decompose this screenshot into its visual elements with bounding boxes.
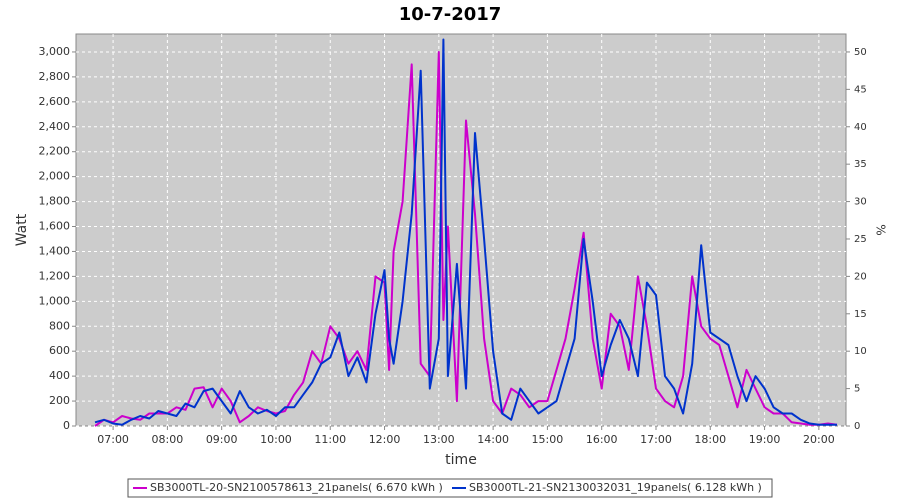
x-tick-label: 11:00 xyxy=(314,433,346,446)
y2-tick-label: 10 xyxy=(854,346,867,357)
x-tick-label: 09:00 xyxy=(206,433,238,446)
y2-tick-label: 35 xyxy=(854,159,867,170)
y2-tick-label: 20 xyxy=(854,271,867,282)
legend-label: SB3000TL-21-SN2130032031_19panels( 6.128… xyxy=(469,481,762,494)
y-tick-label: 600 xyxy=(49,344,70,357)
y2-tick-label: 0 xyxy=(854,421,860,432)
x-tick-label: 20:00 xyxy=(803,433,835,446)
x-tick-label: 13:00 xyxy=(423,433,455,446)
y-tick-label: 2,000 xyxy=(39,170,71,183)
plot-area xyxy=(75,33,847,427)
y-tick-label: 200 xyxy=(49,394,70,407)
x-tick-label: 18:00 xyxy=(694,433,726,446)
y-tick-label: 1,400 xyxy=(39,244,71,257)
x-tick-label: 17:00 xyxy=(640,433,672,446)
x-tick-label: 12:00 xyxy=(369,433,401,446)
y-tick-label: 1,600 xyxy=(39,220,71,233)
y-tick-label: 400 xyxy=(49,369,70,382)
y-tick-label: 3,000 xyxy=(39,45,71,58)
y-tick-label: 2,800 xyxy=(39,70,71,83)
y2-tick-label: 15 xyxy=(854,309,867,320)
y-tick-label: 2,600 xyxy=(39,95,71,108)
y-tick-label: 1,200 xyxy=(39,269,71,282)
y-tick-label: 2,200 xyxy=(39,145,71,158)
y-tick-label: 800 xyxy=(49,319,70,332)
x-tick-label: 15:00 xyxy=(532,433,564,446)
x-tick-label: 07:00 xyxy=(97,433,129,446)
legend xyxy=(127,478,773,498)
y-tick-label: 2,400 xyxy=(39,120,71,133)
x-tick-label: 14:00 xyxy=(477,433,509,446)
y-axis-label: Watt xyxy=(14,213,30,246)
y2-tick-label: 50 xyxy=(854,47,867,58)
y2-tick-label: 40 xyxy=(854,122,867,133)
y-tick-label: 0 xyxy=(63,419,70,432)
y2-tick-label: 5 xyxy=(854,384,860,395)
legend-label: SB3000TL-20-SN2100578613_21panels( 6.670… xyxy=(150,481,443,494)
y-tick-label: 1,800 xyxy=(39,195,71,208)
x-tick-label: 19:00 xyxy=(749,433,781,446)
series-line xyxy=(94,38,837,426)
x-tick-label: 16:00 xyxy=(586,433,618,446)
y2-tick-label: 30 xyxy=(854,197,867,208)
x-axis-label: time xyxy=(445,452,477,468)
x-tick-label: 08:00 xyxy=(152,433,184,446)
series-line xyxy=(94,51,838,427)
y2-axis-label: % xyxy=(874,224,888,235)
y2-tick-label: 45 xyxy=(854,84,867,95)
y-tick-label: 1,000 xyxy=(39,294,71,307)
chart-title: 10-7-2017 xyxy=(399,4,502,25)
x-tick-label: 10:00 xyxy=(260,433,292,446)
y2-tick-label: 25 xyxy=(854,234,867,245)
